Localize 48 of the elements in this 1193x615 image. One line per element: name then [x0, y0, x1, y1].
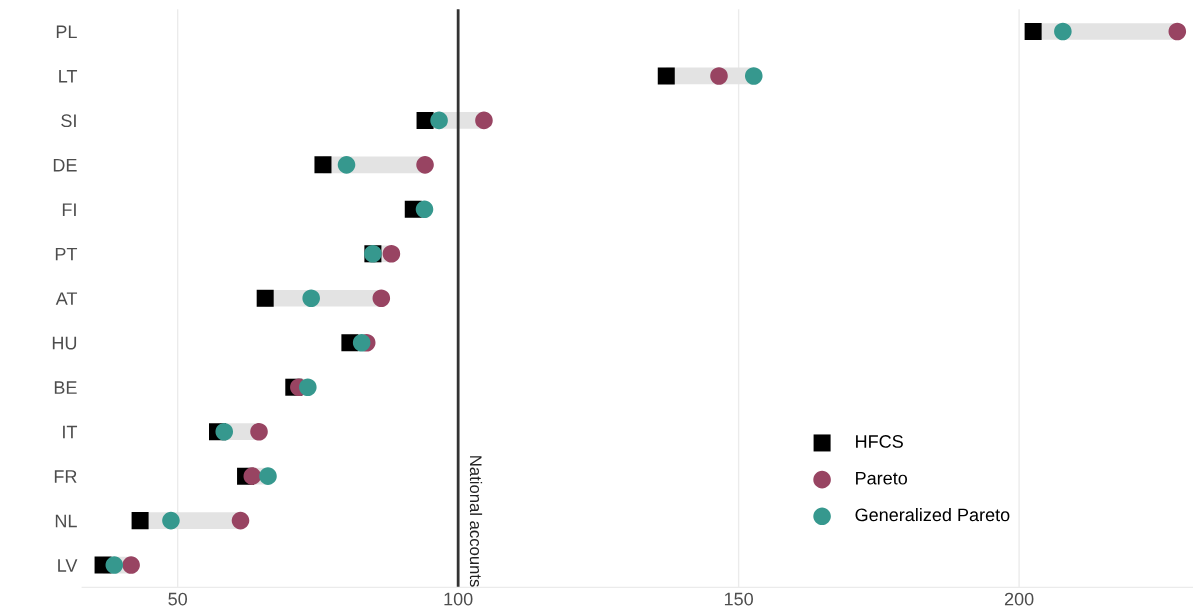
point: [162, 511, 180, 530]
point: [231, 511, 250, 530]
legend-label: Generalized Pareto: [855, 508, 1010, 522]
y-tick-label: PT: [55, 247, 78, 261]
x-tick-label: 200: [1004, 592, 1034, 606]
y-tick-label: LV: [58, 559, 78, 572]
legend-label: Pareto: [856, 471, 908, 485]
point: [1024, 22, 1042, 40]
y-tick-label: HU: [52, 336, 77, 350]
y-tick-label: DE: [53, 158, 77, 172]
point: [416, 156, 434, 174]
point: [382, 245, 401, 263]
point: [131, 512, 149, 530]
point: [302, 289, 320, 308]
point: [710, 67, 728, 85]
y-tick-label: FI: [62, 203, 76, 216]
y-tick-label: NL: [55, 514, 77, 528]
point: [415, 200, 434, 219]
point: [105, 556, 124, 574]
point: [430, 111, 448, 130]
point: [314, 156, 332, 174]
point: [657, 67, 675, 85]
ref-line-label: National accounts: [469, 456, 483, 587]
point: [122, 556, 140, 574]
y-tick-label: IT: [63, 425, 78, 439]
point: [299, 378, 317, 396]
point: [352, 333, 371, 352]
point: [215, 422, 234, 441]
point: [256, 289, 274, 307]
point: [744, 67, 763, 85]
x-tick-label: 100: [444, 592, 473, 606]
y-tick-label: SI: [61, 114, 76, 128]
y-tick-label: LT: [59, 70, 78, 83]
x-tick-label: 50: [168, 592, 188, 606]
point: [1054, 22, 1072, 41]
y-tick-label: AT: [55, 292, 78, 305]
point: [475, 111, 493, 130]
y-tick-label: BE: [54, 381, 77, 394]
legend-label: HFCS: [856, 435, 903, 448]
point: [259, 467, 277, 485]
y-tick-label: PL: [56, 25, 77, 38]
y-tick-label: FR: [54, 470, 77, 483]
point: [372, 289, 391, 308]
point: [337, 156, 356, 174]
x-tick-label: 150: [724, 592, 753, 606]
point: [243, 467, 262, 485]
point: [1168, 22, 1187, 41]
point: [250, 422, 268, 441]
